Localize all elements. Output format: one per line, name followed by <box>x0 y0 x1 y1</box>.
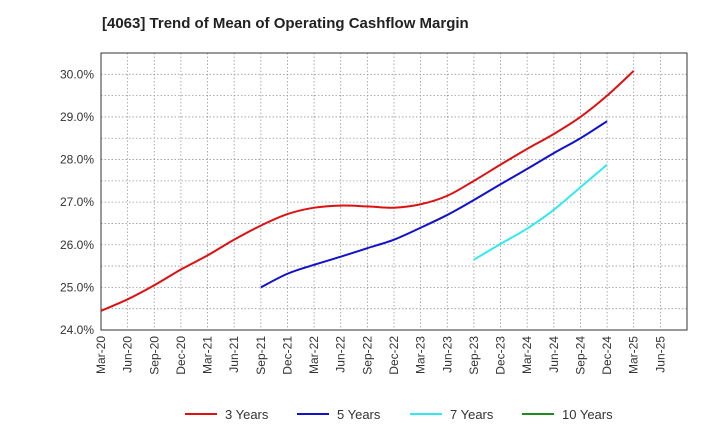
series-line-3-years <box>100 70 635 312</box>
x-tick-label: Sep-23 <box>467 336 481 375</box>
x-tick-label: Sep-21 <box>254 336 268 375</box>
y-tick-label: 26.0% <box>60 238 94 252</box>
x-tick-label: Dec-23 <box>494 336 508 375</box>
x-tick-label: Mar-22 <box>307 336 321 374</box>
x-tick-label: Sep-22 <box>360 336 374 375</box>
x-tick-label: Jun-21 <box>227 336 241 373</box>
y-tick-label: 24.0% <box>60 323 94 337</box>
x-tick-label: Mar-20 <box>94 336 108 374</box>
x-tick-label: Jun-20 <box>121 336 135 373</box>
legend-label-3-years: 3 Years <box>225 407 269 422</box>
legend-label-5-years: 5 Years <box>337 407 381 422</box>
y-tick-label: 29.0% <box>60 110 94 124</box>
x-tick-label: Jun-25 <box>653 336 667 373</box>
x-tick-label: Jun-22 <box>334 336 348 373</box>
x-tick-label: Jun-23 <box>440 336 454 373</box>
x-tick-label: Jun-24 <box>547 336 561 373</box>
legend-label-10-years: 10 Years <box>562 407 613 422</box>
y-tick-label: 28.0% <box>60 153 94 167</box>
x-tick-label: Sep-24 <box>573 336 587 375</box>
x-tick-label: Dec-20 <box>174 336 188 375</box>
series-lines <box>100 70 635 312</box>
y-tick-label: 27.0% <box>60 195 94 209</box>
plot-frame <box>100 52 688 331</box>
x-tick-label: Mar-23 <box>414 336 428 374</box>
grid-lines <box>101 53 687 330</box>
y-axis-tick-labels: 24.0% 25.0% 26.0% 27.0% 28.0% 29.0% 30.0% <box>60 67 94 337</box>
x-tick-label: Mar-25 <box>627 336 641 374</box>
series-line-5-years <box>260 120 608 289</box>
x-tick-label: Mar-21 <box>201 336 215 374</box>
legend: 3 Years 5 Years 7 Years 10 Years <box>185 407 613 422</box>
series-line-7-years <box>473 163 608 261</box>
y-tick-label: 25.0% <box>60 280 94 294</box>
chart-title: [4063] Trend of Mean of Operating Cashfl… <box>102 15 469 32</box>
x-tick-label: Dec-21 <box>280 336 294 375</box>
x-tick-label: Dec-22 <box>387 336 401 375</box>
x-tick-label: Sep-20 <box>147 336 161 375</box>
x-axis-tick-labels: Mar-20 Jun-20 Sep-20 Dec-20 Mar-21 Jun-21 Sep-… <box>94 336 667 375</box>
x-tick-label: Mar-24 <box>520 336 534 374</box>
y-tick-label: 30.0% <box>60 67 94 81</box>
legend-label-7-years: 7 Years <box>450 407 494 422</box>
x-tick-label: Dec-24 <box>600 336 614 375</box>
